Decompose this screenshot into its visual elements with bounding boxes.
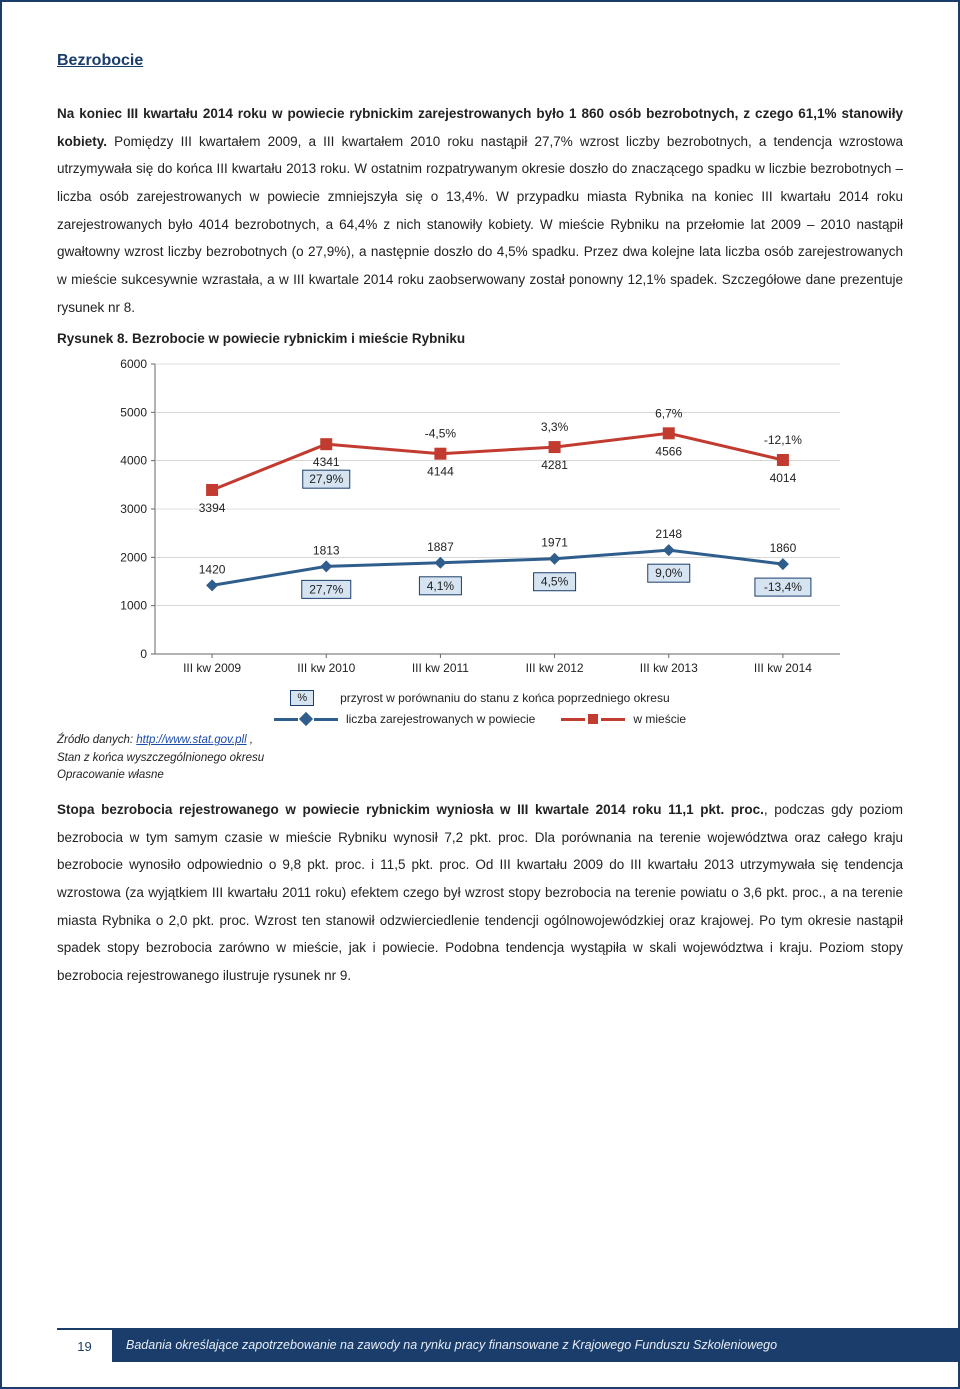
svg-text:1971: 1971	[541, 536, 568, 550]
chart: 0 1000 2000 3000 4000 5000 6000 III kw 2009 III …	[100, 354, 860, 684]
svg-text:4,1%: 4,1%	[427, 579, 455, 593]
page-container: Bezrobocie Na koniec III kwartału 2014 r…	[0, 0, 960, 1389]
footer-text: Badania określające zapotrzebowanie na z…	[112, 1328, 958, 1362]
svg-text:III kw 2011: III kw 2011	[412, 661, 469, 675]
svg-text:9,0%: 9,0%	[655, 567, 683, 581]
legend-powiat-label: liczba zarejestrowanych w powiecie	[346, 712, 535, 726]
section-title: Bezrobocie	[57, 52, 903, 70]
chart-title: Rysunek 8. Bezrobocie w powiecie rybnick…	[57, 331, 903, 346]
svg-text:-13,4%: -13,4%	[764, 580, 802, 594]
svg-text:4566: 4566	[655, 445, 682, 459]
svg-text:III kw 2010: III kw 2010	[297, 661, 355, 675]
svg-text:1420: 1420	[199, 563, 226, 577]
source-line2: Stan z końca wyszczególnionego okresu	[57, 752, 264, 764]
legend-item-powiat: liczba zarejestrowanych w powiecie	[274, 712, 535, 726]
svg-text:4144: 4144	[427, 465, 454, 479]
square-icon	[588, 714, 598, 724]
svg-text:1887: 1887	[427, 540, 454, 554]
svg-text:2000: 2000	[120, 551, 147, 565]
p2-lead: Stopa bezrobocia rejestrowanego w powiec…	[57, 802, 764, 817]
svg-text:4,5%: 4,5%	[541, 575, 569, 589]
legend-row-2: liczba zarejestrowanych w powiecie w mie…	[57, 712, 903, 726]
svg-text:1813: 1813	[313, 544, 340, 558]
p2-tail: , podczas gdy poziom bezrobocia w tym sa…	[57, 802, 903, 983]
source-label: Źródło danych:	[57, 734, 136, 746]
svg-text:0: 0	[140, 647, 147, 661]
svg-text:1860: 1860	[770, 541, 797, 555]
source-block: Źródło danych: http://www.stat.gov.pll ,…	[57, 732, 903, 784]
page-footer: 19 Badania określające zapotrzebowanie n…	[57, 1328, 958, 1362]
source-line3: Opracowanie własne	[57, 769, 164, 781]
svg-text:4014: 4014	[770, 471, 797, 485]
svg-text:-12,1%: -12,1%	[764, 433, 802, 447]
svg-text:4000: 4000	[120, 454, 147, 468]
source-tail: ,	[247, 734, 253, 746]
svg-text:4341: 4341	[313, 456, 340, 470]
source-link[interactable]: http://www.stat.gov.pll	[136, 734, 246, 746]
svg-text:-4,5%: -4,5%	[425, 427, 457, 441]
svg-text:27,9%: 27,9%	[309, 473, 343, 487]
svg-text:III kw 2009: III kw 2009	[183, 661, 241, 675]
legend-city-label: w mieście	[633, 712, 686, 726]
svg-text:3394: 3394	[199, 501, 226, 515]
svg-text:6,7%: 6,7%	[655, 407, 683, 421]
svg-text:5000: 5000	[120, 406, 147, 420]
svg-text:6000: 6000	[120, 357, 147, 371]
legend-note: przyrost w porównaniu do stanu z końca p…	[340, 691, 670, 705]
svg-text:1000: 1000	[120, 599, 147, 613]
svg-text:27,7%: 27,7%	[309, 583, 343, 597]
chart-svg: 0 1000 2000 3000 4000 5000 6000 III kw 2009 III …	[100, 354, 860, 684]
legend-pct-box: %	[290, 690, 314, 706]
page-number: 19	[57, 1328, 112, 1362]
legend-row-1: % przyrost w porównaniu do stanu z końca…	[57, 690, 903, 706]
svg-text:2148: 2148	[655, 528, 682, 542]
diamond-icon	[299, 712, 313, 726]
p1-tail: Pomiędzy III kwartałem 2009, a III kwart…	[57, 134, 903, 315]
svg-text:4281: 4281	[541, 458, 568, 472]
paragraph-2: Stopa bezrobocia rejestrowanego w powiec…	[57, 796, 903, 990]
paragraph-1: Na koniec III kwartału 2014 roku w powie…	[57, 100, 903, 321]
svg-text:III kw 2014: III kw 2014	[754, 661, 812, 675]
legend-item-city: w mieście	[561, 712, 686, 726]
svg-text:III kw 2013: III kw 2013	[640, 661, 698, 675]
svg-text:3,3%: 3,3%	[541, 420, 569, 434]
svg-text:III kw 2012: III kw 2012	[526, 661, 584, 675]
svg-text:3000: 3000	[120, 502, 147, 516]
